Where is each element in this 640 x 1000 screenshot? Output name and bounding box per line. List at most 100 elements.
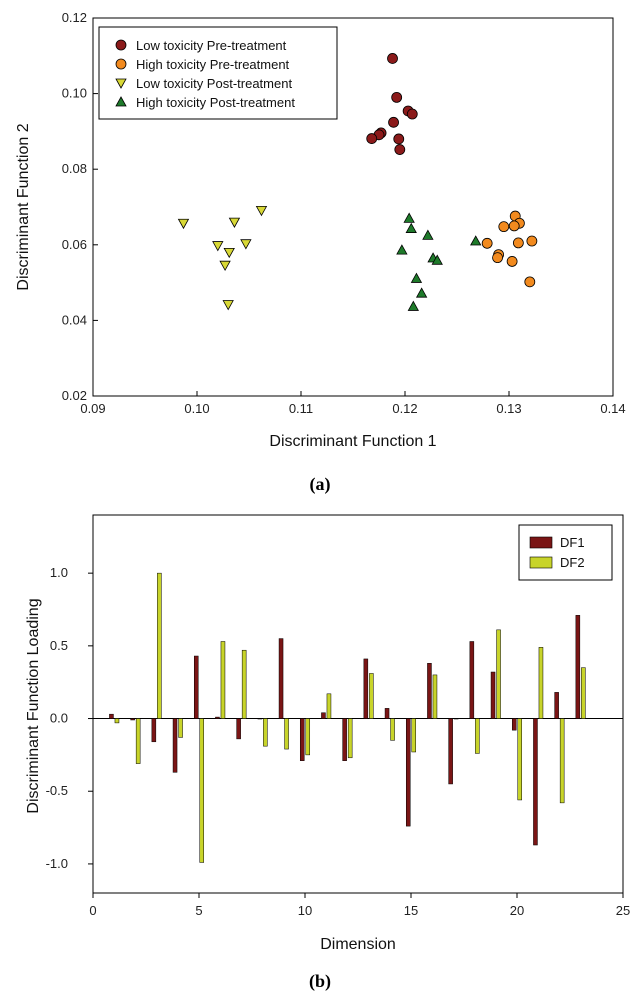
bar-df2 <box>178 718 183 738</box>
plot-frame-b <box>92 514 624 894</box>
x-tick-label-a: 0.09 <box>80 401 105 416</box>
data-point <box>524 276 536 288</box>
bar-df2 <box>559 718 565 804</box>
panel-label-b: (b) <box>309 971 331 992</box>
bar-df2 <box>411 718 417 753</box>
bar-df1 <box>342 718 347 761</box>
x-axis-ticks-b: 0 5 10 15 20 25 <box>89 893 630 918</box>
legend-marker-a <box>115 78 127 89</box>
bar-df1 <box>533 718 538 846</box>
y-axis-ticks-b: -1.0 -0.5 0.0 0.5 1.0 <box>46 565 93 871</box>
data-point <box>481 237 493 249</box>
data-point <box>492 252 503 264</box>
x-tick-label-a: 0.10 <box>184 401 209 416</box>
bar-df2 <box>475 718 480 754</box>
legend-swatch-b <box>529 536 553 549</box>
y-tick-label-a: 0.06 <box>62 237 87 252</box>
y-tick-label-a: 0.02 <box>62 388 87 403</box>
bar-df1 <box>109 713 114 719</box>
bar-df2 <box>220 641 226 719</box>
data-point <box>512 237 524 249</box>
legend-marker-a <box>115 39 127 51</box>
data-point <box>393 133 405 145</box>
bar-df2 <box>135 718 141 764</box>
bar-df2 <box>432 674 438 719</box>
data-point <box>405 222 417 233</box>
bar-df2 <box>369 673 374 719</box>
plot-frame-a <box>92 17 614 397</box>
legend-label-b: DF2 <box>560 555 585 570</box>
bar-df2 <box>157 572 162 719</box>
data-point <box>223 247 235 259</box>
x-tick-label-b: 5 <box>195 903 202 918</box>
x-tick-label-b: 15 <box>404 903 418 918</box>
legend-label-a: Low toxicity Pre-treatment <box>136 38 287 53</box>
data-point <box>366 133 378 144</box>
bar-df1 <box>172 718 178 773</box>
x-tick-label-a: 0.13 <box>496 401 521 416</box>
y-tick-label-b: -0.5 <box>46 783 68 798</box>
legend-label-b: DF1 <box>560 535 585 550</box>
data-point <box>391 91 403 103</box>
data-point <box>422 229 434 240</box>
panel-label-a: (a) <box>310 474 331 495</box>
data-point <box>222 300 234 311</box>
x-axis-ticks-a: 0.09 0.10 0.11 0.12 0.13 0.14 <box>80 391 626 416</box>
bar-df2 <box>517 718 523 801</box>
scatter-chart: 0.09 0.10 0.11 0.12 0.13 0.14 0.020.040.060.0… <box>15 10 626 450</box>
bar-df1 <box>215 716 220 719</box>
bar-df1 <box>321 712 326 719</box>
bar-df1 <box>299 718 305 761</box>
bar-df1 <box>427 663 432 719</box>
bar-df1 <box>511 718 517 731</box>
bar-df2 <box>284 718 289 750</box>
legend-box-a <box>98 26 338 120</box>
bars <box>109 572 586 863</box>
bar-df1 <box>575 615 581 719</box>
x-tick-label-b: 0 <box>89 903 96 918</box>
bar-df2 <box>263 718 268 747</box>
data-point <box>394 144 406 155</box>
y-axis-label-a: Discriminant Function 2 <box>15 123 32 290</box>
bar-df1 <box>193 655 199 719</box>
bar-df2 <box>326 693 332 719</box>
bar-df1 <box>130 718 135 721</box>
y-tick-label-b: 1.0 <box>50 565 68 580</box>
data-point <box>228 217 241 228</box>
bar-df2 <box>390 718 395 741</box>
data-point <box>396 244 408 255</box>
data-point <box>240 239 252 250</box>
bar-df1 <box>257 718 263 720</box>
data-point <box>403 212 415 223</box>
data-point <box>415 287 428 298</box>
data-point <box>508 220 520 232</box>
legend-label-a: Low toxicity Post-treatment <box>136 76 292 91</box>
bar-chart: 0 5 10 15 20 25 -1.0 -0.5 0.0 0.5 1.0 Dimension D… <box>25 514 630 953</box>
y-tick-label-b: 0.0 <box>50 711 68 726</box>
x-axis-label-b: Dimension <box>320 936 396 953</box>
bar-df2 <box>199 718 205 863</box>
y-tick-label-a: 0.08 <box>62 161 87 176</box>
data-point <box>506 256 518 267</box>
data-point <box>255 206 268 217</box>
x-tick-label-a: 0.12 <box>392 401 417 416</box>
data-point <box>406 108 418 120</box>
x-tick-label-a: 0.11 <box>289 401 313 416</box>
bar-df2 <box>241 649 247 719</box>
bar-df1 <box>363 658 369 719</box>
data-point <box>526 235 538 247</box>
x-axis-label-a: Discriminant Function 1 <box>269 433 436 450</box>
bar-df2 <box>453 718 459 720</box>
legend-box-b <box>518 524 613 581</box>
data-point <box>219 260 231 272</box>
data-point <box>407 300 419 311</box>
x-tick-label-a: 0.14 <box>600 401 625 416</box>
bar-df2 <box>114 718 120 724</box>
legend-a: Low toxicity Pre-treatment High toxicity … <box>98 26 338 120</box>
data-point <box>470 235 482 246</box>
legend-swatch-b <box>529 556 553 569</box>
x-tick-label-b: 20 <box>510 903 524 918</box>
data-point <box>431 254 443 265</box>
